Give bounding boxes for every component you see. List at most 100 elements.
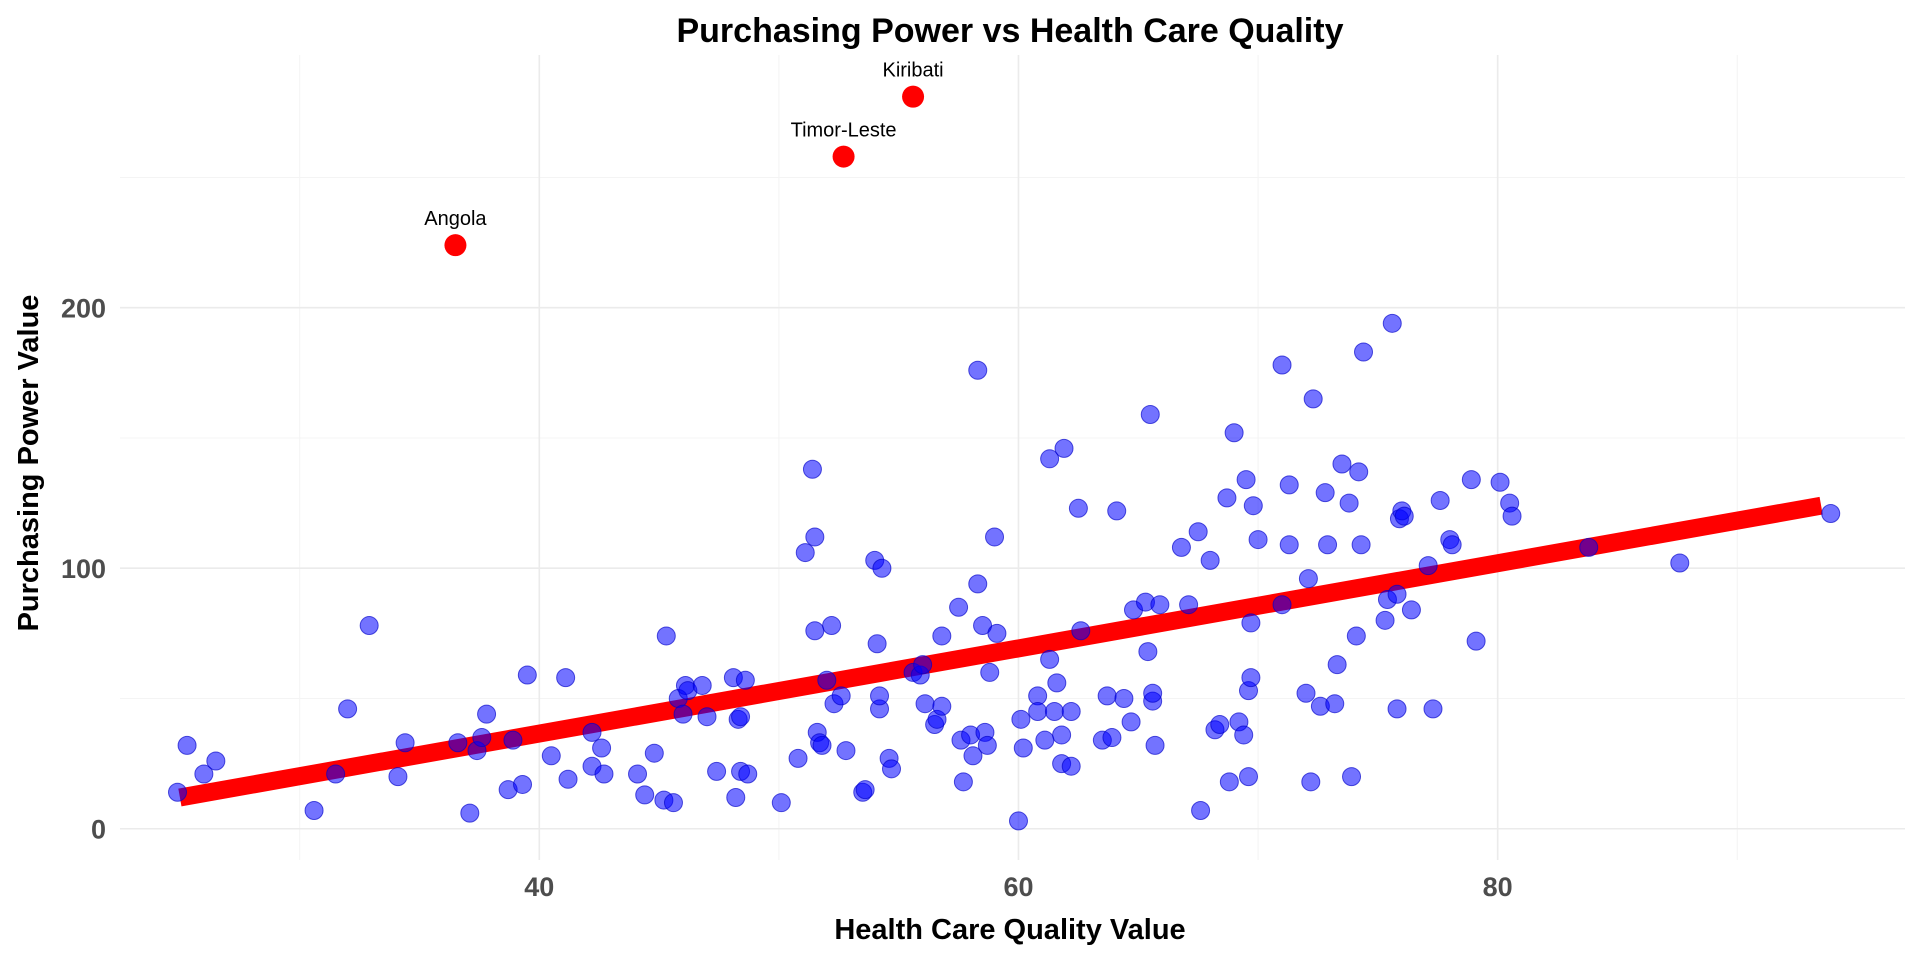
- outlier-label: Timor-Leste: [791, 120, 897, 142]
- data-point: [788, 748, 808, 768]
- x-tick-label: 60: [1003, 872, 1033, 902]
- data-point: [1303, 389, 1323, 409]
- data-point: [558, 769, 578, 789]
- data-point: [388, 767, 408, 787]
- data-point: [1040, 649, 1060, 669]
- data-points: [168, 313, 1841, 831]
- data-point: [953, 772, 973, 792]
- data-point: [697, 707, 717, 727]
- data-point: [726, 787, 746, 807]
- data-point: [1171, 537, 1191, 557]
- data-point: [1052, 725, 1072, 745]
- data-point: [1502, 506, 1522, 526]
- data-point: [1234, 725, 1254, 745]
- data-point: [644, 743, 664, 763]
- trend-line: [178, 496, 1823, 807]
- y-tick-label: 0: [91, 815, 106, 845]
- data-point: [1351, 535, 1371, 555]
- data-point: [1298, 569, 1318, 589]
- data-point: [822, 616, 842, 636]
- data-point: [932, 626, 952, 646]
- tick-labels: 40 60 80 0 100 200: [61, 294, 1513, 902]
- data-point: [1279, 475, 1299, 495]
- data-point: [1143, 683, 1163, 703]
- data-point: [1339, 493, 1359, 513]
- data-point: [968, 574, 988, 594]
- data-point: [1354, 342, 1374, 362]
- data-point: [882, 759, 902, 779]
- data-point: [673, 704, 693, 724]
- data-point: [831, 686, 851, 706]
- data-point: [1241, 668, 1261, 688]
- data-point: [932, 696, 952, 716]
- data-point: [594, 764, 614, 784]
- data-point: [1579, 537, 1599, 557]
- data-point: [1188, 522, 1208, 542]
- data-point: [985, 527, 1005, 547]
- data-point: [1107, 501, 1127, 521]
- data-point: [1008, 811, 1028, 831]
- data-point: [1054, 438, 1074, 458]
- data-point: [1423, 699, 1443, 719]
- y-tick-label: 200: [61, 294, 106, 324]
- data-point: [1040, 449, 1060, 469]
- data-point: [707, 761, 727, 781]
- data-point: [1418, 556, 1438, 576]
- data-point: [1490, 472, 1510, 492]
- data-point: [1315, 483, 1335, 503]
- outlier-label: Angola: [424, 208, 487, 230]
- data-point: [1349, 462, 1369, 482]
- data-point: [1301, 772, 1321, 792]
- data-point: [1102, 728, 1122, 748]
- data-point: [448, 733, 468, 753]
- data-point: [1296, 683, 1316, 703]
- data-point: [1401, 600, 1421, 620]
- data-point: [867, 634, 887, 654]
- data-point: [1061, 756, 1081, 776]
- data-point: [1394, 506, 1414, 526]
- data-point: [963, 746, 983, 766]
- data-point: [1179, 595, 1199, 615]
- data-point: [1332, 454, 1352, 474]
- data-point: [635, 785, 655, 805]
- data-point: [541, 746, 561, 766]
- data-point: [1272, 355, 1292, 375]
- data-point: [817, 670, 837, 690]
- data-point: [592, 738, 612, 758]
- x-tick-label: 40: [524, 872, 554, 902]
- data-point: [517, 665, 537, 685]
- chart-title: Purchasing Power vs Health Care Quality: [676, 12, 1343, 50]
- grid-lines: [120, 55, 1905, 860]
- outlier-point: [902, 85, 925, 108]
- outlier-points: Kiribati Timor-Leste Angola: [424, 60, 944, 257]
- data-point: [628, 764, 648, 784]
- data-point: [177, 735, 197, 755]
- data-point: [836, 741, 856, 761]
- data-point: [795, 543, 815, 563]
- data-point: [513, 774, 533, 794]
- data-point: [802, 459, 822, 479]
- data-point: [1327, 655, 1347, 675]
- data-point: [1150, 595, 1170, 615]
- data-point: [1387, 699, 1407, 719]
- data-point: [735, 670, 755, 690]
- data-point: [656, 626, 676, 646]
- data-point: [1248, 530, 1268, 550]
- data-point: [915, 694, 935, 714]
- data-point: [805, 527, 825, 547]
- outlier-point: [832, 145, 855, 168]
- data-point: [812, 735, 832, 755]
- data-point: [1217, 488, 1237, 508]
- data-point: [968, 360, 988, 380]
- data-point: [1068, 498, 1088, 518]
- data-point: [168, 782, 188, 802]
- data-point: [1210, 715, 1230, 735]
- outlier-label: Kiribati: [882, 60, 943, 82]
- data-point: [663, 793, 683, 813]
- data-point: [1241, 613, 1261, 633]
- data-point: [1028, 702, 1048, 722]
- data-point: [1191, 801, 1211, 821]
- y-axis-title: Purchasing Power Value: [13, 295, 45, 632]
- data-point: [1035, 730, 1055, 750]
- data-point: [1011, 709, 1031, 729]
